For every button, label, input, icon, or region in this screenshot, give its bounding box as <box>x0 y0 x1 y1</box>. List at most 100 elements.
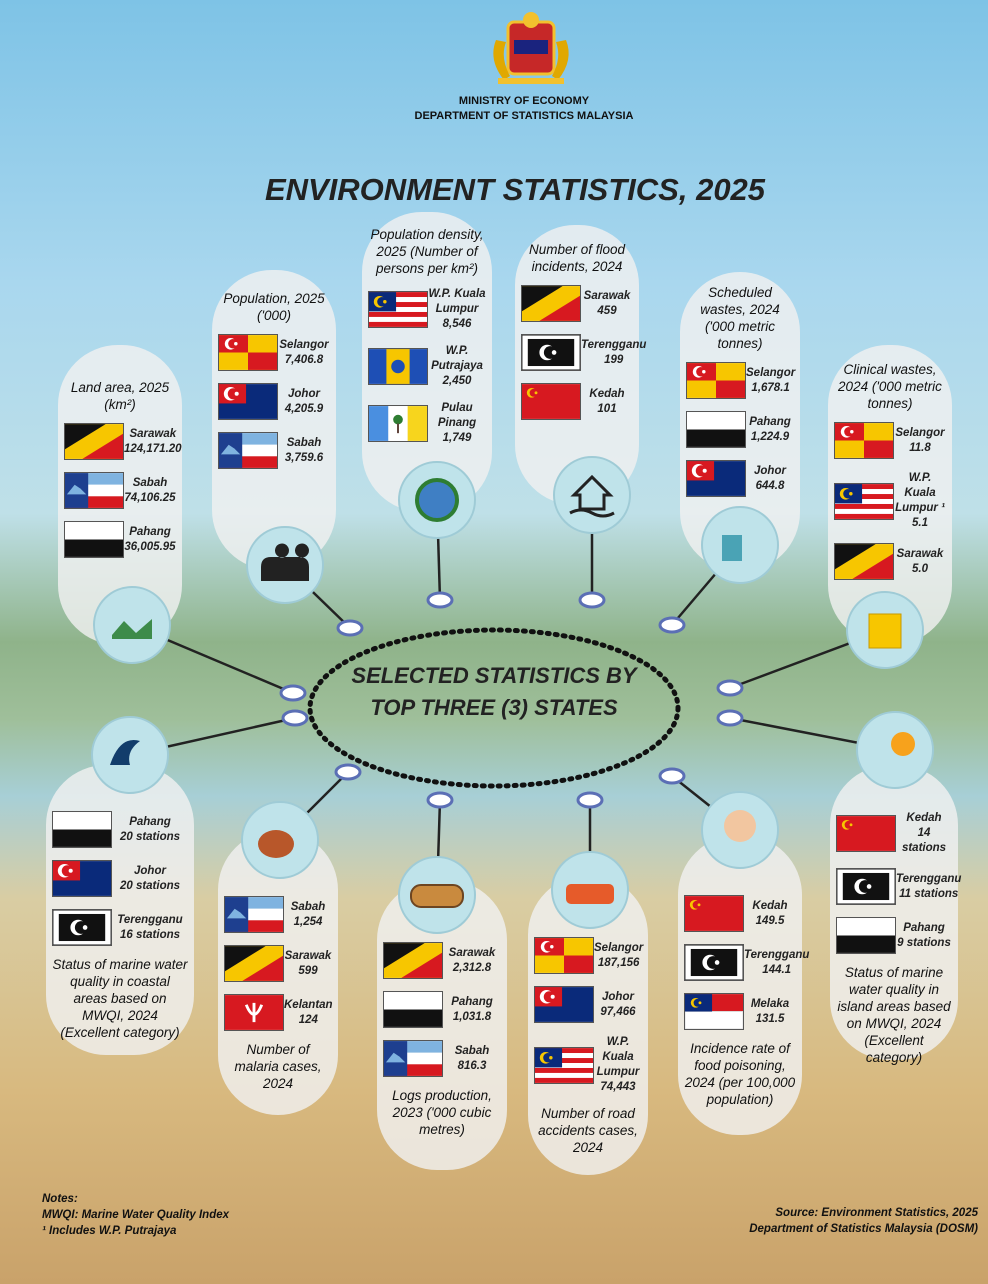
flag-star <box>699 1001 702 1004</box>
state-flag <box>64 472 124 509</box>
state-value: 5.1 <box>894 516 946 531</box>
stat-panel: Kedah14 stationsTerengganu11 stationsPah… <box>830 765 958 1060</box>
flag-stripe <box>535 1067 593 1072</box>
state-name: Terengganu <box>896 872 961 887</box>
state-name: Pahang <box>112 815 188 830</box>
state-value: 144.1 <box>744 963 809 978</box>
state-value: 1,031.8 <box>443 1010 501 1025</box>
state-row: Selangor187,156 <box>534 937 642 974</box>
note: ¹ Includes W.P. Putrajaya <box>42 1224 176 1239</box>
state-name: Terengganu <box>581 338 646 353</box>
flag-field <box>53 830 111 847</box>
state-row: Selangor11.8 <box>834 422 946 459</box>
state-text: Sarawak124,171.20 <box>124 427 182 457</box>
state-flag <box>224 896 284 933</box>
state-name: Sabah <box>278 436 330 451</box>
main-title: ENVIRONMENT STATISTICS, 2025 <box>0 172 988 208</box>
flag-field <box>837 936 895 953</box>
crest <box>493 12 568 84</box>
center-label: SELECTED STATISTICS BY TOP THREE (3) STA… <box>344 660 644 724</box>
state-flag <box>52 811 112 848</box>
state-text: Sabah3,759.6 <box>278 436 330 466</box>
connector <box>132 625 293 693</box>
flag-field <box>408 406 427 441</box>
state-text: Terengganu11 stations <box>896 872 961 902</box>
state-row: Johor97,466 <box>534 986 642 1023</box>
state-name: Selangor <box>594 941 643 956</box>
state-row: Sarawak5.0 <box>834 543 946 580</box>
panel-title: Status of marine water quality in island… <box>836 964 952 1066</box>
stat-panel: Kedah149.5Terengganu144.1Melaka131.5Inci… <box>678 835 802 1135</box>
flag-field <box>837 918 895 935</box>
flag-star <box>551 995 555 999</box>
crest-ribbon <box>498 78 564 84</box>
state-text: Pahang1,031.8 <box>443 995 501 1025</box>
state-name: Selangor <box>894 426 946 441</box>
state-flag <box>383 1040 443 1077</box>
state-name: Johor <box>594 990 642 1005</box>
panel-title: Population density, 2025 (Number of pers… <box>368 226 486 277</box>
state-text: Kelantan124 <box>284 998 333 1028</box>
state-value: 7,406.8 <box>278 353 330 368</box>
state-row: W.P. Kuala Lumpur8,546 <box>368 287 486 332</box>
state-name: W.P. Kuala Lumpur <box>428 287 486 317</box>
state-value: 5.0 <box>894 562 946 577</box>
state-text: Selangor11.8 <box>894 426 946 456</box>
state-row: W.P. Kuala Lumpur74,443 <box>534 1035 642 1095</box>
state-name: Johor <box>278 387 330 402</box>
state-name: W.P. Putrajaya <box>428 344 486 374</box>
state-name: Sarawak <box>443 946 501 961</box>
state-flag <box>64 521 124 558</box>
state-value: 14 stations <box>896 826 952 856</box>
state-value: 4,205.9 <box>278 402 330 417</box>
state-value: 1,254 <box>284 915 332 930</box>
state-value: 599 <box>284 964 332 979</box>
connector <box>130 718 295 755</box>
flag-star <box>235 392 239 396</box>
state-value: 124 <box>284 1013 333 1028</box>
state-flag <box>836 868 896 905</box>
state-value: 1,749 <box>428 431 486 446</box>
state-flag <box>534 937 594 974</box>
state-name: Kelantan <box>284 998 333 1013</box>
state-row: Johor20 stations <box>52 860 188 897</box>
state-flag <box>834 543 894 580</box>
flag-field <box>53 812 111 829</box>
state-row: Kedah149.5 <box>684 895 796 932</box>
state-name: W.P. Kuala Lumpur ¹ <box>894 471 946 516</box>
state-value: 20 stations <box>112 879 188 894</box>
state-flag <box>224 994 284 1031</box>
connector <box>730 718 895 750</box>
state-row: Kelantan124 <box>224 994 332 1031</box>
flag-star <box>408 956 418 966</box>
panel-title: Clinical wastes, 2024 ('000 metric tonne… <box>834 361 946 412</box>
state-name: Terengganu <box>744 948 809 963</box>
flag-part <box>248 353 277 370</box>
state-row: Kedah14 stations <box>836 811 952 856</box>
state-text: Pahang20 stations <box>112 815 188 845</box>
state-text: Kedah149.5 <box>744 899 796 929</box>
crest-star <box>523 12 539 28</box>
flag-star <box>850 430 853 433</box>
state-flag <box>834 483 894 520</box>
stat-panel: Scheduled wastes, 2024 ('000 metric tonn… <box>680 272 800 572</box>
state-text: Terengganu16 stations <box>112 913 188 943</box>
flag-star <box>535 391 538 394</box>
flag-field <box>65 540 123 557</box>
state-flag <box>224 945 284 982</box>
flag-tree <box>393 415 403 425</box>
connector <box>280 772 348 840</box>
flag-part <box>716 381 745 398</box>
flag-field <box>65 522 123 539</box>
connector <box>672 776 740 830</box>
flag-star <box>859 557 869 567</box>
state-row: Terengganu144.1 <box>684 944 796 981</box>
flag-tree <box>397 424 399 434</box>
